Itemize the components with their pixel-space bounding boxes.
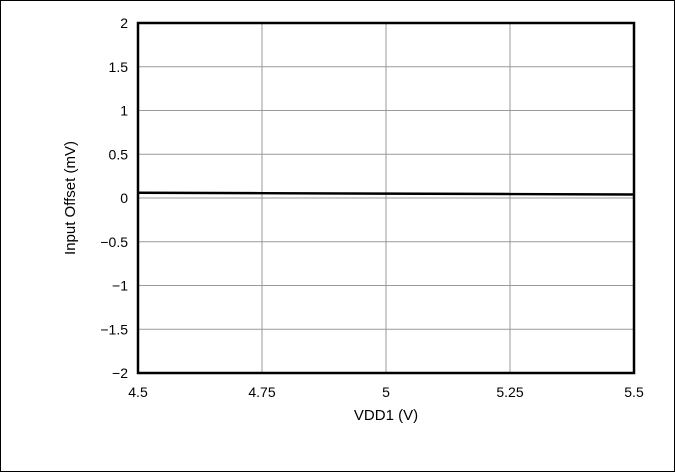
y-tick-labels: 2 1.5 1 0.5 0 −0.5 −1 −1.5 −2 (100, 15, 128, 381)
series-line-0 (137, 191, 635, 196)
y-tick-label-4: 0 (120, 190, 128, 206)
grid (137, 22, 635, 374)
x-tick-label-3: 5.25 (496, 384, 523, 400)
y-tick-label-2: 1 (120, 103, 128, 119)
x-tick-label-2: 5 (382, 384, 390, 400)
y-tick-label-8: −2 (112, 365, 128, 381)
y-tick-label-0: 2 (120, 15, 128, 31)
x-tick-labels: 4.5 4.75 5 5.25 5.5 (128, 384, 644, 400)
y-tick-label-1: 1.5 (109, 59, 129, 75)
x-tick-label-4: 5.5 (624, 384, 644, 400)
y-tick-label-6: −1 (112, 278, 128, 294)
x-tick-label-0: 4.5 (128, 384, 148, 400)
series-group (137, 191, 635, 196)
plot-border (136, 21, 636, 375)
x-tick-label-1: 4.75 (248, 384, 275, 400)
x-axis-label: VDD1 (V) (354, 407, 418, 424)
y-tick-label-7: −1.5 (100, 321, 128, 337)
y-axis-label: Input Offset (mV) (62, 141, 79, 255)
y-tick-label-3: 0.5 (109, 146, 129, 162)
y-tick-label-5: −0.5 (100, 234, 128, 250)
